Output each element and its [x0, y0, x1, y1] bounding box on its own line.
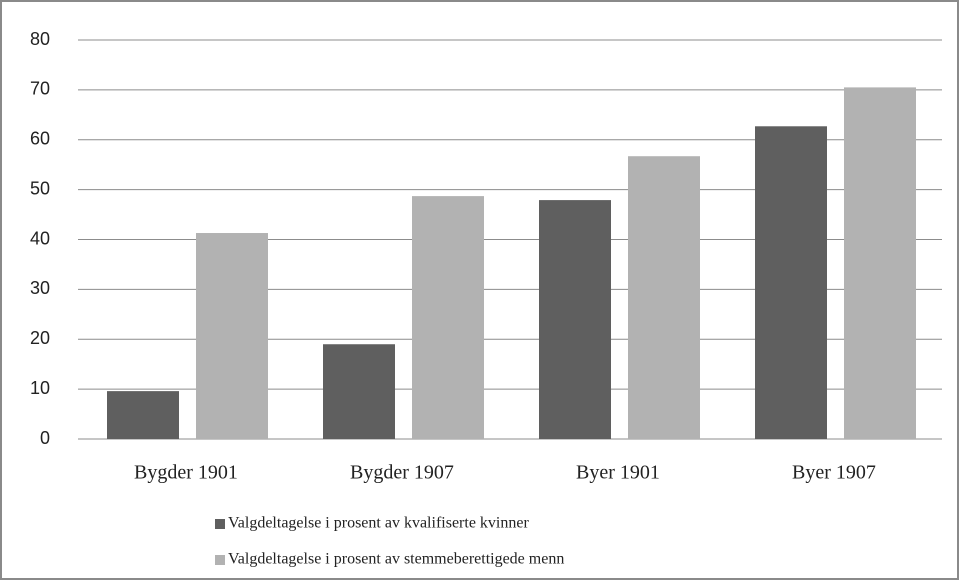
bar — [412, 196, 484, 439]
x-tick-label: Byer 1907 — [792, 462, 876, 484]
y-tick-label: 0 — [40, 428, 50, 448]
y-tick-label: 10 — [30, 378, 50, 398]
x-tick-label: Bygder 1907 — [350, 462, 454, 484]
y-tick-label: 70 — [30, 79, 50, 99]
legend-label: Valgdeltagelse i prosent av stemmeberett… — [228, 551, 564, 568]
y-tick-label: 50 — [30, 178, 50, 198]
bar — [628, 156, 700, 440]
x-tick-label: Byer 1901 — [576, 462, 660, 484]
x-tick-label: Bygder 1901 — [134, 462, 238, 484]
legend-swatch — [215, 555, 225, 565]
y-tick-label: 20 — [30, 328, 50, 348]
y-tick-label: 40 — [30, 228, 50, 248]
y-tick-label: 60 — [30, 129, 50, 149]
bar — [539, 200, 611, 439]
legend-label: Valgdeltagelse i prosent av kvalifiserte… — [228, 515, 529, 532]
bar — [323, 344, 395, 439]
y-tick-label: 30 — [30, 278, 50, 298]
legend-swatch — [215, 519, 225, 529]
bar — [196, 233, 268, 439]
bar — [107, 391, 179, 439]
bar — [844, 87, 916, 439]
bar — [755, 126, 827, 439]
y-tick-label: 80 — [30, 29, 50, 49]
